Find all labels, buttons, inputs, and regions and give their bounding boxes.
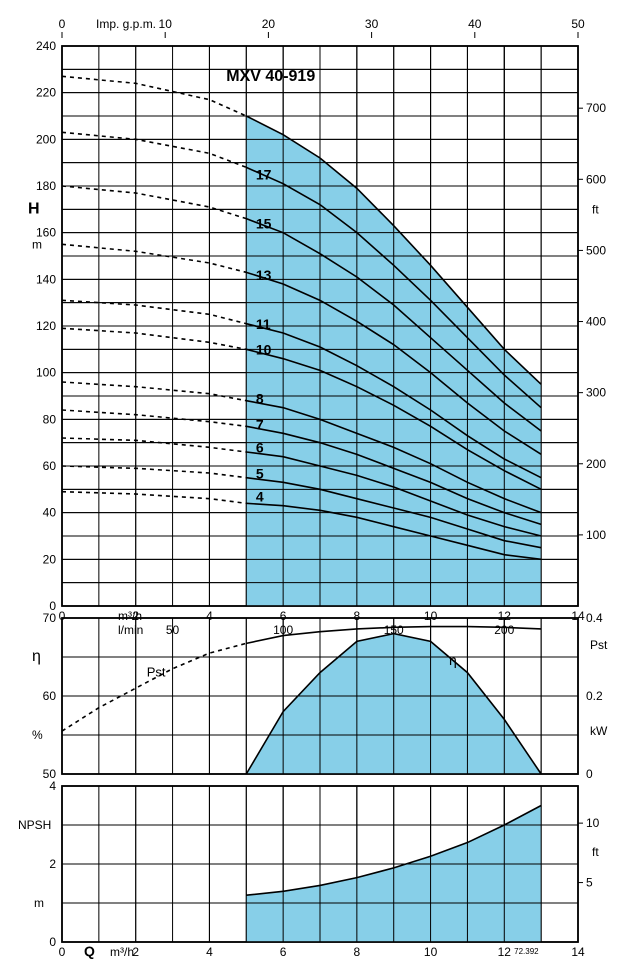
- svg-text:0: 0: [49, 935, 56, 949]
- svg-text:200: 200: [586, 457, 606, 471]
- svg-text:6: 6: [256, 440, 264, 456]
- svg-text:4: 4: [206, 945, 213, 959]
- svg-text:20: 20: [43, 552, 57, 566]
- svg-text:50: 50: [571, 17, 585, 31]
- svg-text:100: 100: [36, 366, 56, 380]
- svg-text:8: 8: [354, 945, 361, 959]
- pump-chart: 01020304050Imp. g.p.m.456781011131517MXV…: [10, 8, 630, 960]
- svg-text:60: 60: [43, 459, 57, 473]
- svg-text:180: 180: [36, 179, 56, 193]
- svg-text:400: 400: [586, 315, 606, 329]
- svg-text:m³/h: m³/h: [118, 609, 142, 623]
- svg-text:4: 4: [256, 489, 264, 505]
- svg-text:ft: ft: [592, 845, 599, 859]
- svg-text:120: 120: [36, 319, 56, 333]
- svg-text:140: 140: [36, 272, 56, 286]
- svg-text:NPSH: NPSH: [18, 818, 51, 832]
- svg-text:14: 14: [571, 945, 585, 959]
- svg-text:72.392: 72.392: [514, 947, 539, 956]
- svg-text:30: 30: [365, 17, 379, 31]
- svg-text:η: η: [32, 648, 41, 665]
- svg-text:40: 40: [468, 17, 482, 31]
- svg-text:10: 10: [256, 342, 272, 358]
- svg-text:15: 15: [256, 216, 272, 232]
- svg-text:ft: ft: [592, 202, 599, 216]
- svg-text:0: 0: [59, 945, 66, 959]
- svg-text:Q: Q: [84, 943, 95, 959]
- svg-text:H: H: [28, 200, 40, 217]
- svg-text:m: m: [32, 237, 42, 251]
- svg-text:Imp. g.p.m.: Imp. g.p.m.: [96, 17, 156, 31]
- svg-text:2: 2: [49, 857, 56, 871]
- svg-text:200: 200: [36, 132, 56, 146]
- svg-text:700: 700: [586, 101, 606, 115]
- svg-text:Pst: Pst: [147, 665, 166, 680]
- svg-text:0.4: 0.4: [586, 611, 603, 625]
- svg-text:60: 60: [43, 689, 57, 703]
- svg-text:%: %: [32, 728, 43, 742]
- svg-text:10: 10: [586, 816, 600, 830]
- svg-text:80: 80: [43, 412, 57, 426]
- svg-text:300: 300: [586, 386, 606, 400]
- svg-text:220: 220: [36, 86, 56, 100]
- svg-text:8: 8: [256, 391, 264, 407]
- svg-text:7: 7: [256, 416, 264, 432]
- svg-text:Pst: Pst: [590, 638, 608, 652]
- svg-text:11: 11: [256, 316, 271, 332]
- svg-text:0.2: 0.2: [586, 689, 603, 703]
- svg-text:600: 600: [586, 172, 606, 186]
- svg-text:5: 5: [256, 465, 264, 481]
- svg-text:10: 10: [159, 17, 173, 31]
- svg-text:m³/h: m³/h: [110, 945, 134, 959]
- chart-svg: 01020304050Imp. g.p.m.456781011131517MXV…: [10, 8, 630, 960]
- svg-text:17: 17: [256, 167, 272, 183]
- svg-text:MXV 40-919: MXV 40-919: [226, 68, 315, 85]
- svg-text:4: 4: [49, 779, 56, 793]
- svg-text:6: 6: [280, 945, 287, 959]
- svg-text:12: 12: [498, 945, 512, 959]
- svg-text:10: 10: [424, 945, 438, 959]
- svg-text:kW: kW: [590, 724, 608, 738]
- svg-text:η: η: [449, 652, 457, 668]
- panel-npsh: 024NPSHm510ft02468101214Qm³/h72.392: [18, 779, 600, 959]
- svg-text:l/min: l/min: [118, 623, 143, 637]
- svg-text:40: 40: [43, 506, 57, 520]
- svg-text:0: 0: [586, 767, 593, 781]
- svg-text:13: 13: [256, 267, 272, 283]
- panel-head: 456781011131517MXV 40-919020406080100120…: [28, 39, 606, 637]
- svg-text:5: 5: [586, 876, 593, 890]
- svg-text:0: 0: [59, 17, 66, 31]
- svg-text:20: 20: [262, 17, 276, 31]
- svg-text:500: 500: [586, 243, 606, 257]
- svg-text:240: 240: [36, 39, 56, 53]
- svg-text:100: 100: [586, 528, 606, 542]
- svg-text:70: 70: [43, 611, 57, 625]
- svg-text:m: m: [34, 896, 44, 910]
